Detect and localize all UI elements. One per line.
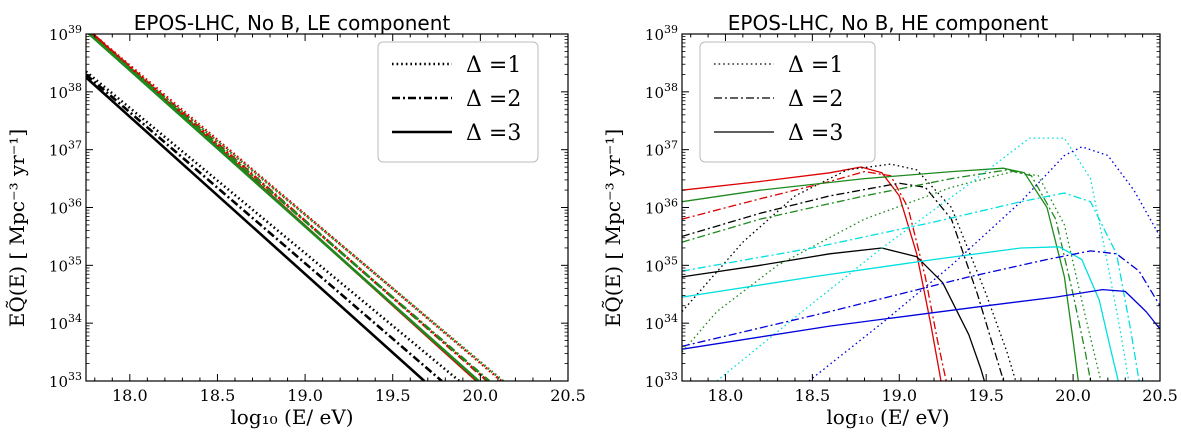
y-tick-label: 1035 — [49, 254, 82, 275]
y-tick-label: 1039 — [645, 23, 678, 44]
series-line-dotted — [716, 137, 1130, 381]
legend-label: Δ =3 — [466, 121, 521, 146]
y-axis-label: EQ̃(E) [ Mpc⁻³ yr⁻¹] — [5, 129, 29, 327]
series-line-dashdot — [682, 250, 1160, 347]
series-line-solid — [87, 34, 480, 381]
series-line-dashdot — [682, 169, 1092, 381]
legend-label: Δ =1 — [788, 53, 843, 78]
series-line-solid — [682, 166, 942, 381]
x-tick-label: 20.0 — [463, 386, 499, 405]
y-axis-label: EQ̃(E) [ Mpc⁻³ yr⁻¹] — [601, 129, 625, 327]
y-axis-label-text: EQ̃(E) [ Mpc⁻³ yr⁻¹] — [5, 129, 29, 327]
x-axis-label: log₁₀ (E/ eV) — [826, 405, 949, 429]
series-line-solid — [682, 247, 986, 381]
series-line-dashdot — [90, 34, 489, 381]
y-tick-label: 1036 — [49, 197, 82, 218]
x-tick-label: 19.0 — [881, 386, 917, 405]
x-tick-label: 20.5 — [550, 386, 586, 405]
x-axis-label: log₁₀ (E/ eV) — [230, 405, 353, 429]
series-line-solid — [682, 167, 1079, 381]
chart-panel-le: EPOS-LHC, No B, LE component EQ̃(E) [ Mp… — [5, 11, 586, 429]
x-tick-label: 20.5 — [1142, 386, 1178, 405]
x-tick-label: 19.5 — [968, 386, 1004, 405]
x-tick-label: 18.5 — [795, 386, 831, 405]
legend-label: Δ =1 — [466, 53, 521, 78]
x-tick-label: 20.0 — [1055, 386, 1091, 405]
chart-panel-he: EPOS-LHC, No B, HE component EQ̃(E) [ Mp… — [601, 11, 1178, 429]
chart-title: EPOS-LHC, No B, HE component — [728, 11, 1049, 35]
y-tick-label: 1036 — [645, 197, 678, 218]
y-tick-label: 1034 — [49, 312, 82, 333]
series-line-dotted — [682, 163, 1017, 381]
legend: Δ =1 Δ =2 Δ =3 — [377, 41, 539, 163]
chart-title: EPOS-LHC, No B, LE component — [134, 11, 451, 35]
legend-label: Δ =2 — [788, 87, 843, 112]
legend-label: Δ =3 — [788, 121, 843, 146]
axes-layer: 18.0 18.5 19.0 19.5 20.0 20.5 1033 1034 1035 1036… — [645, 23, 1178, 405]
y-tick-label: 1038 — [49, 81, 82, 102]
axes-layer: 18.0 18.5 19.0 19.5 20.0 20.5 1033 1034 1035 1036… — [49, 23, 586, 405]
series-line-dotted — [682, 170, 1102, 381]
y-tick-label: 1037 — [645, 139, 678, 160]
y-tick-label: 1037 — [49, 139, 82, 160]
x-tick-label: 18.0 — [708, 386, 744, 405]
y-tick-label: 1038 — [645, 81, 678, 102]
series-line-dashdot — [86, 73, 443, 381]
y-axis-label-text: EQ̃(E) [ Mpc⁻³ yr⁻¹] — [601, 129, 625, 327]
series-layer — [86, 34, 504, 381]
y-tick-label: 1039 — [49, 23, 82, 44]
y-tick-label: 1033 — [645, 370, 678, 391]
series-line-dashdot — [682, 182, 1005, 381]
y-tick-label: 1034 — [645, 312, 678, 333]
x-tick-label: 18.5 — [200, 386, 236, 405]
series-line-dashdot — [87, 34, 490, 381]
legend-label: Δ =2 — [466, 87, 521, 112]
x-tick-label: 18.0 — [112, 386, 148, 405]
series-line-dotted — [90, 34, 503, 381]
series-line-dotted — [808, 146, 1160, 381]
legend: Δ =1 Δ =2 Δ =3 — [699, 41, 876, 163]
series-line-solid — [682, 288, 1160, 350]
series-line-dashdot — [682, 170, 947, 381]
y-tick-label: 1033 — [49, 370, 82, 391]
series-layer — [682, 137, 1160, 381]
series-line-dotted — [87, 34, 504, 381]
series-line-solid — [86, 76, 426, 381]
x-tick-label: 19.5 — [375, 386, 411, 405]
y-tick-label: 1035 — [645, 254, 678, 275]
series-line-dashdot — [682, 192, 1140, 381]
x-tick-label: 19.0 — [287, 386, 323, 405]
